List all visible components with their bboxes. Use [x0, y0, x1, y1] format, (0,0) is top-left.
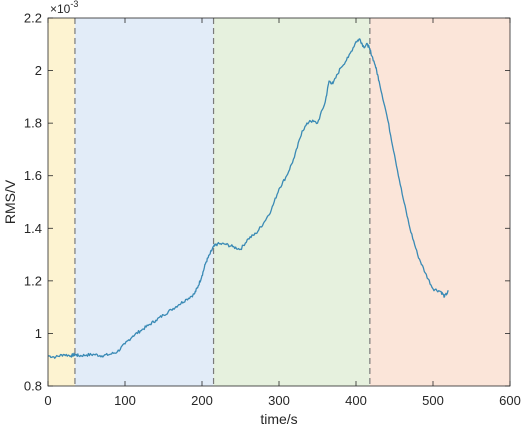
- x-tick-label: 300: [268, 393, 290, 408]
- x-axis-ticks: 0 100 200 300 400 500 600: [44, 18, 521, 408]
- x-tick-label: 400: [345, 393, 367, 408]
- x-tick-label: 100: [114, 393, 136, 408]
- series-line-1: [47, 38, 449, 359]
- phase-region-2: [74, 18, 214, 386]
- x-tick-label: 600: [499, 393, 521, 408]
- y-axis-label: RMS/V: [2, 179, 18, 224]
- y-tick-label: 1.2: [24, 273, 42, 288]
- y-tick-label: 1.8: [24, 116, 42, 131]
- y-tick-label: 2.2: [24, 11, 42, 26]
- y-tick-label: 1: [35, 326, 42, 341]
- y-axis-exponent-label: ×10-3: [50, 0, 78, 16]
- phase-region-4: [369, 18, 510, 386]
- y-axis-ticks: 0.8 1 1.2 1.4 1.6 1.8 2 2.2: [24, 11, 510, 394]
- y-tick-label: 1.6: [24, 168, 42, 183]
- y-axis-exponent-power: -3: [70, 0, 78, 9]
- phase-region-1: [48, 18, 75, 386]
- y-tick-label: 0.8: [24, 379, 42, 394]
- phase-boundaries: [74, 18, 371, 386]
- series-group: [47, 38, 449, 359]
- y-tick-label: 1.4: [24, 221, 42, 236]
- x-tick-label: 200: [191, 393, 213, 408]
- x-tick-label: 500: [422, 393, 444, 408]
- y-tick-label: 2: [35, 63, 42, 78]
- x-tick-label: 0: [44, 393, 51, 408]
- phase-region-3: [213, 18, 370, 386]
- y-axis-exponent-base: ×10: [50, 2, 71, 16]
- phase-regions: [48, 18, 510, 386]
- x-axis-label: time/s: [260, 411, 297, 427]
